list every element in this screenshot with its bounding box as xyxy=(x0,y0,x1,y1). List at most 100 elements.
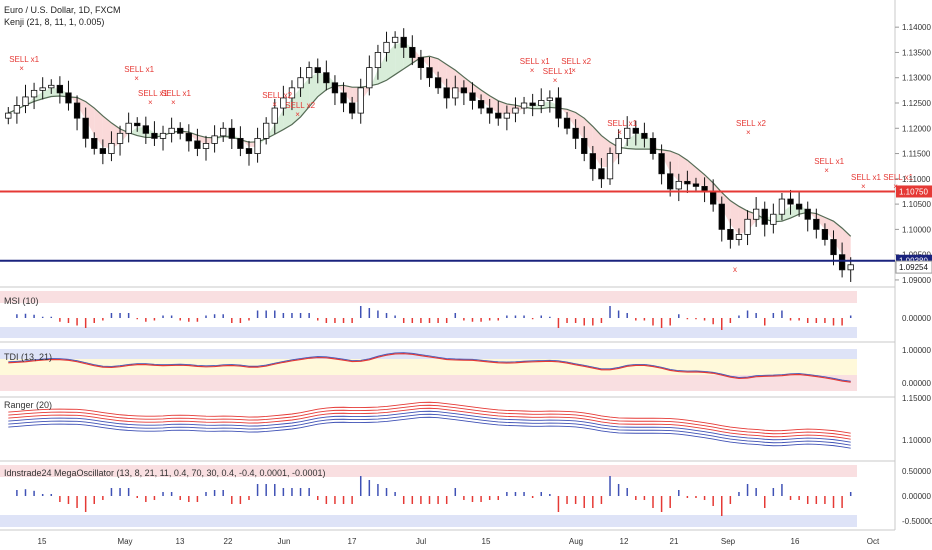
candle-body xyxy=(443,87,450,99)
candle-body xyxy=(30,89,38,98)
candle-body xyxy=(245,148,253,154)
ma-cloud-segment xyxy=(695,167,705,188)
candle-body xyxy=(761,208,768,225)
ma-cloud-segment xyxy=(102,115,112,149)
candle-body xyxy=(194,140,201,149)
candle-body xyxy=(718,203,725,230)
candle-body xyxy=(331,82,339,94)
candle-body xyxy=(177,127,184,134)
mega-axis-label: 0.50000 xyxy=(902,467,931,476)
price-tick-label: 1.10000 xyxy=(902,225,931,234)
ranger-band xyxy=(8,404,851,437)
indicator-title: Kenji (21, 8, 11, 1, 0.005) xyxy=(4,17,105,27)
candle-body xyxy=(22,96,29,106)
mega-title: Idnstrade24 MegaOscillator (13, 8, 21, 1… xyxy=(4,468,326,478)
price-tick-label: 1.11500 xyxy=(902,150,931,159)
candle-body xyxy=(409,46,416,58)
ma-cloud-segment xyxy=(575,112,585,141)
sell-signal-marker: × xyxy=(553,76,558,85)
ma-cloud-segment xyxy=(343,85,353,103)
sell-signal-label: SELL x1 xyxy=(124,65,154,74)
time-axis-label: 12 xyxy=(620,537,629,546)
ma-cloud-segment xyxy=(257,138,267,147)
candle-body xyxy=(770,213,777,225)
candle-body xyxy=(65,92,72,104)
price-badge-label: 1.09254 xyxy=(899,263,928,272)
candle-body xyxy=(520,102,528,109)
ma-cloud-segment xyxy=(567,109,576,129)
tdi-axis-label: 1.00000 xyxy=(902,346,931,355)
sell-signal-label: SELL x2 xyxy=(262,91,292,100)
time-axis-label: Aug xyxy=(569,537,583,546)
msi-axis-label: 0.00000 xyxy=(902,314,931,323)
candle-body xyxy=(598,168,605,180)
candle-body xyxy=(125,122,132,134)
buy-signal-marker: x xyxy=(733,265,737,274)
ma-cloud-segment xyxy=(274,109,284,135)
sell-signal-marker: × xyxy=(134,74,139,83)
sell-signal-label: SELL x1 xyxy=(138,89,168,98)
candle-body xyxy=(73,102,81,119)
ma-cloud-segment xyxy=(721,192,731,225)
candle-body xyxy=(288,87,296,99)
candle-body xyxy=(400,36,407,48)
candle-body xyxy=(434,77,442,89)
candle-body xyxy=(116,132,124,144)
price-badge-label: 1.10750 xyxy=(899,187,928,196)
chart-header: Euro / U.S. Dollar, 1D, FXCM Kenji (21, … xyxy=(4,4,121,28)
time-axis-label: 16 xyxy=(791,537,800,546)
ma-cloud-segment xyxy=(472,83,482,101)
candle-body xyxy=(727,228,734,240)
ma-cloud-segment xyxy=(627,133,636,150)
candle-body xyxy=(48,84,55,89)
sell-signal-marker: × xyxy=(571,66,576,75)
sell-signal-marker: × xyxy=(861,182,866,191)
candle-body xyxy=(503,112,511,119)
time-axis-label: Jun xyxy=(278,537,291,546)
tdi-axis-label: 0.00000 xyxy=(902,379,931,388)
candle-body xyxy=(417,57,425,69)
candle-body xyxy=(452,87,459,99)
sell-signal-label: SELL x1 xyxy=(520,57,550,66)
sell-signal-marker: × xyxy=(272,100,277,109)
mega-axis-label: -0.50000 xyxy=(902,517,932,526)
sell-signal-label: SELL x1 xyxy=(814,157,844,166)
candle-body xyxy=(692,183,700,187)
price-tick-label: 1.14000 xyxy=(902,23,931,32)
candle-body xyxy=(821,228,829,240)
sell-signal-marker: × xyxy=(617,128,622,137)
ranger-band xyxy=(8,401,851,434)
candle-body xyxy=(263,122,270,139)
sell-signal-marker: × xyxy=(530,66,535,75)
symbol-title: Euro / U.S. Dollar, 1D, FXCM xyxy=(4,5,121,15)
candle-body xyxy=(710,191,717,205)
candle-body xyxy=(529,102,536,106)
candle-body xyxy=(237,137,244,149)
candle-body xyxy=(142,125,149,134)
time-axis-label: Oct xyxy=(867,537,880,546)
candle-body xyxy=(649,137,657,154)
ma-cloud-segment xyxy=(713,182,722,209)
ma-cloud-segment xyxy=(824,217,834,242)
sell-signal-marker: × xyxy=(295,110,300,119)
price-tick-label: 1.13500 xyxy=(902,48,931,57)
ma-cloud-segment xyxy=(498,100,507,115)
candle-body xyxy=(581,137,588,154)
candle-body xyxy=(830,239,837,256)
candle-body xyxy=(795,203,803,210)
candle-body xyxy=(667,173,674,190)
candle-body xyxy=(460,87,468,94)
candle-body xyxy=(348,102,356,114)
ma-cloud-segment xyxy=(781,205,791,222)
candle-body xyxy=(426,67,433,79)
ma-cloud-segment xyxy=(94,108,103,147)
candle-body xyxy=(512,107,519,114)
tdi-line xyxy=(8,353,851,383)
ma-cloud-segment xyxy=(283,97,292,130)
price-badge xyxy=(896,185,932,198)
candle-body xyxy=(632,127,639,134)
candle-body xyxy=(91,137,98,149)
candle-body xyxy=(228,127,235,139)
candle-body xyxy=(151,132,158,139)
